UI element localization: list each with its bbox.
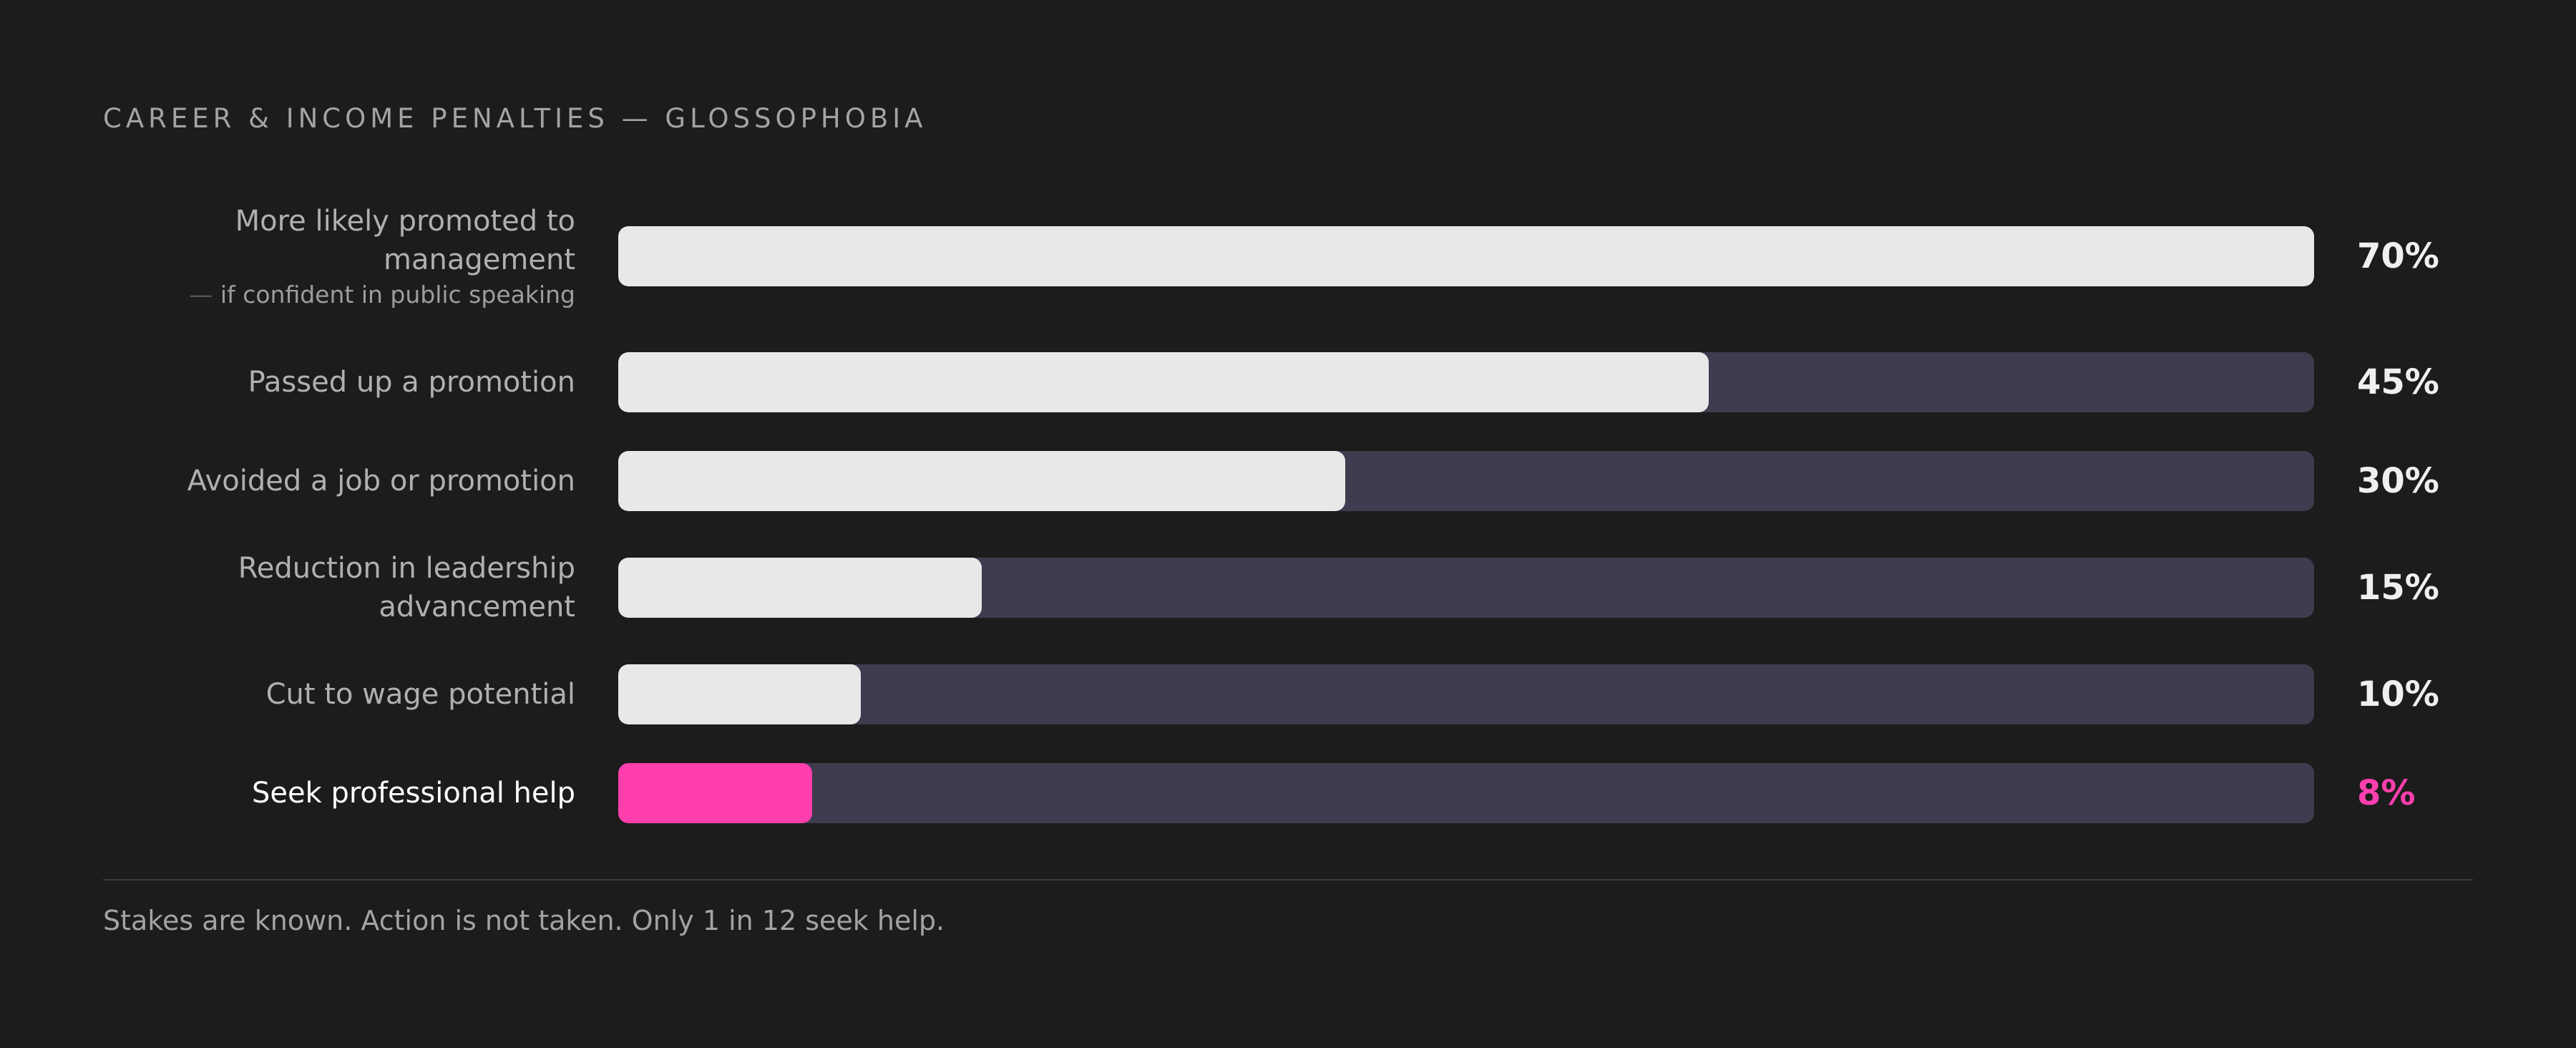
bar-label-line: Passed up a promotion: [248, 366, 575, 399]
bar-label: Passed up a promotion: [248, 363, 575, 402]
bar-value-label: 45%: [2357, 362, 2439, 402]
bar-label-line: Reduction in leadership: [238, 552, 575, 585]
bar-track: [618, 352, 2314, 412]
bar-label-line: Avoided a job or promotion: [187, 465, 575, 498]
bar-label-line: Cut to wage potential: [265, 678, 575, 711]
bar-label: Avoided a job or promotion: [187, 462, 575, 500]
bar-fill: [618, 558, 982, 618]
bar-label: Seek professional help: [252, 774, 575, 812]
bar-label: Reduction in leadership advancement: [238, 549, 575, 626]
bar-sublabel-text: if confident in public speaking: [220, 281, 575, 309]
bar-fill: [618, 226, 2314, 286]
bar-value-label: 15%: [2357, 568, 2439, 608]
bar-track: [618, 763, 2314, 823]
bar-label: Cut to wage potential: [266, 675, 575, 714]
bar-label-line: More likely promoted to: [235, 205, 575, 238]
bar-fill: [618, 451, 1345, 511]
bar-fill: [618, 763, 812, 823]
sublabel-dash: —: [189, 281, 220, 309]
bar-label: More likely promoted to management — if co…: [189, 202, 575, 311]
bar-sublabel: — if confident in public speaking: [189, 279, 575, 311]
bar-value-label: 8%: [2357, 773, 2416, 813]
bar-fill: [618, 352, 1709, 412]
bar-track: [618, 558, 2314, 618]
bar-fill: [618, 664, 861, 724]
bar-value-label: 10%: [2357, 674, 2439, 714]
bar-track: [618, 664, 2314, 724]
bar-value-label: 70%: [2357, 236, 2439, 276]
divider: [103, 879, 2473, 880]
chart-title: CAREER & INCOME PENALTIES — GLOSSOPHOBIA: [103, 103, 927, 134]
bar-track: [618, 226, 2314, 286]
bar-label-line: Seek professional help: [251, 777, 575, 810]
bar-label-line: advancement: [379, 591, 575, 624]
footer-note: Stakes are known. Action is not taken. O…: [103, 905, 945, 936]
bar-track: [618, 451, 2314, 511]
bar-label-line: management: [384, 243, 575, 276]
bar-value-label: 30%: [2357, 461, 2439, 501]
